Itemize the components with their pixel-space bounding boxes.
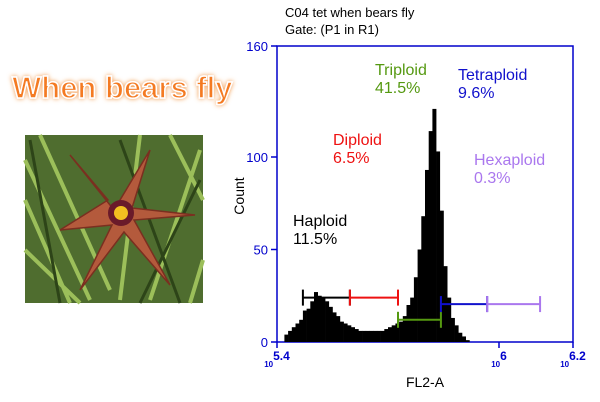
- bar: [399, 321, 404, 342]
- bar: [369, 330, 374, 342]
- bar: [439, 210, 444, 342]
- banner: When bears fly: [12, 70, 233, 105]
- bar: [302, 310, 307, 342]
- bar: [391, 325, 396, 342]
- gate-name: Hexaploid: [474, 152, 545, 169]
- bar: [336, 316, 341, 342]
- bar: [347, 325, 352, 342]
- bar: [425, 169, 429, 342]
- bar: [384, 329, 389, 342]
- bar: [310, 301, 315, 342]
- bar: [351, 327, 355, 342]
- bar: [454, 325, 459, 342]
- bar: [317, 295, 322, 342]
- x-tick-exponent: 6: [500, 349, 507, 363]
- x-tick-base: 10: [560, 360, 569, 369]
- bar: [321, 297, 326, 342]
- gate-name: Haploid: [293, 213, 347, 230]
- bar: [358, 330, 363, 342]
- gate-percent: 0.3%: [474, 170, 510, 187]
- bar: [458, 332, 463, 342]
- bar: [328, 306, 333, 342]
- flower-photo: [23, 134, 205, 305]
- bar: [376, 330, 381, 342]
- bar: [325, 301, 330, 342]
- bar: [354, 329, 359, 342]
- bar: [288, 330, 293, 342]
- bar: [462, 336, 466, 342]
- x-tick-label: 106: [491, 349, 507, 369]
- bar: [332, 312, 337, 342]
- bar: [450, 317, 455, 342]
- bar: [365, 330, 370, 342]
- gate-percent: 6.5%: [333, 150, 369, 167]
- y-tick-label: 50: [254, 243, 268, 258]
- bar: [291, 327, 296, 342]
- x-tick-exponent: 6.2: [569, 349, 586, 363]
- bar: [343, 323, 348, 342]
- x-tick-exponent: 5.4: [273, 349, 290, 363]
- bar: [428, 131, 433, 342]
- x-tick-base: 10: [491, 360, 500, 369]
- gate-percent: 9.6%: [458, 85, 494, 102]
- bar: [436, 151, 441, 342]
- y-tick-label: 160: [246, 39, 268, 54]
- bar: [284, 334, 289, 342]
- chart-subtitle: Gate: (P1 in R1): [285, 22, 379, 37]
- bar: [432, 108, 437, 343]
- gate-name: Triploid: [375, 62, 427, 79]
- x-tick-label: 106.2: [560, 349, 586, 369]
- gate-name: Diploid: [333, 132, 382, 149]
- bar: [421, 216, 426, 342]
- bar: [306, 308, 311, 342]
- bar: [362, 330, 367, 342]
- gate-percent: 41.5%: [375, 80, 420, 97]
- gate-percent: 11.5%: [293, 231, 337, 248]
- bar: [388, 327, 392, 342]
- bar: [447, 297, 452, 342]
- bar: [314, 292, 318, 342]
- x-tick-base: 10: [264, 360, 273, 369]
- bar: [339, 321, 344, 342]
- bar: [465, 340, 470, 342]
- bar: [402, 316, 407, 342]
- bar: [380, 330, 385, 342]
- bar: [406, 305, 411, 342]
- bar: [373, 330, 378, 342]
- bar: [417, 249, 422, 342]
- x-tick-label: 105.4: [264, 349, 290, 369]
- chart-title: C04 tet when bears fly: [285, 5, 415, 20]
- y-tick-label: 0: [261, 335, 268, 350]
- bar: [413, 277, 418, 342]
- bar: [295, 323, 300, 342]
- bar: [299, 319, 304, 342]
- x-axis-label: FL2-A: [406, 374, 445, 390]
- y-axis-label: Count: [231, 177, 247, 214]
- y-tick-label: 100: [246, 150, 268, 165]
- bar: [395, 323, 400, 342]
- gate-name: Tetraploid: [458, 67, 527, 84]
